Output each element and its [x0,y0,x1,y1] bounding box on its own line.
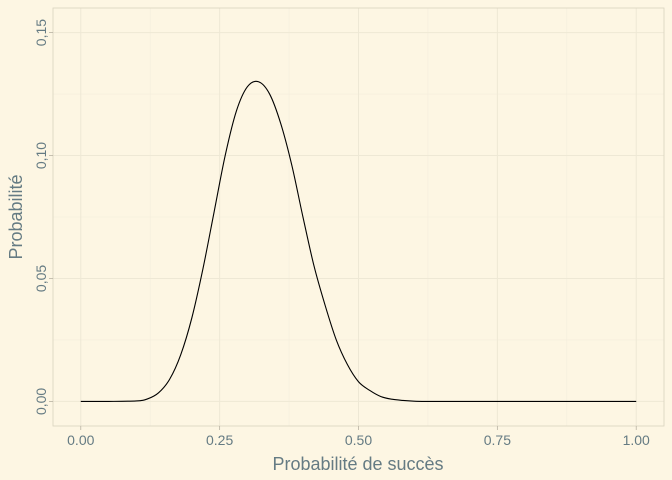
y-tick-label: 0,10 [33,142,49,169]
x-axis: 0.00 0.25 0.50 0.75 1.00 [67,426,650,448]
x-tick-label: 0.25 [206,432,233,448]
x-axis-title: Probabilité de succès [272,454,443,474]
x-tick-label: 0.50 [345,432,372,448]
y-axis: 0,00 0,05 0,10 0,15 [33,19,53,415]
y-tick-label: 0,05 [33,265,49,292]
x-tick-label: 1.00 [623,432,650,448]
series-layer [80,80,637,402]
y-tick-label: 0,00 [33,388,49,415]
y-tick-label: 0,15 [33,19,49,46]
y-axis-title: Probabilité [6,174,26,259]
x-tick-label: 0.75 [484,432,511,448]
series-line [80,80,637,402]
x-tick-label: 0.00 [67,432,94,448]
